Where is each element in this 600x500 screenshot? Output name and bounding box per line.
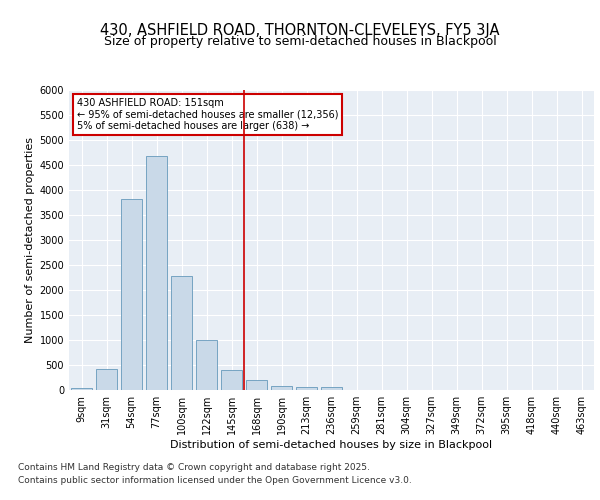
Bar (321, 386, 342, 390)
X-axis label: Distribution of semi-detached houses by size in Blackpool: Distribution of semi-detached houses by … (170, 440, 493, 450)
Bar (146, 156, 167, 390)
Text: Contains HM Land Registry data © Crown copyright and database right 2025.: Contains HM Land Registry data © Crown c… (18, 464, 370, 472)
Bar (71, 388, 92, 390)
Text: 430 ASHFIELD ROAD: 151sqm
← 95% of semi-detached houses are smaller (12,356)
5% : 430 ASHFIELD ROAD: 151sqm ← 95% of semi-… (77, 98, 338, 130)
Bar (221, 370, 242, 390)
Text: 430, ASHFIELD ROAD, THORNTON-CLEVELEYS, FY5 3JA: 430, ASHFIELD ROAD, THORNTON-CLEVELEYS, … (100, 22, 500, 38)
Bar (96, 368, 117, 390)
Bar (296, 386, 317, 390)
Text: Size of property relative to semi-detached houses in Blackpool: Size of property relative to semi-detach… (104, 35, 496, 48)
Text: Contains public sector information licensed under the Open Government Licence v3: Contains public sector information licen… (18, 476, 412, 485)
Bar (271, 386, 292, 390)
Bar (246, 380, 267, 390)
Bar (171, 276, 192, 390)
Y-axis label: Number of semi-detached properties: Number of semi-detached properties (25, 137, 35, 343)
Bar (121, 199, 142, 390)
Bar (196, 340, 217, 390)
